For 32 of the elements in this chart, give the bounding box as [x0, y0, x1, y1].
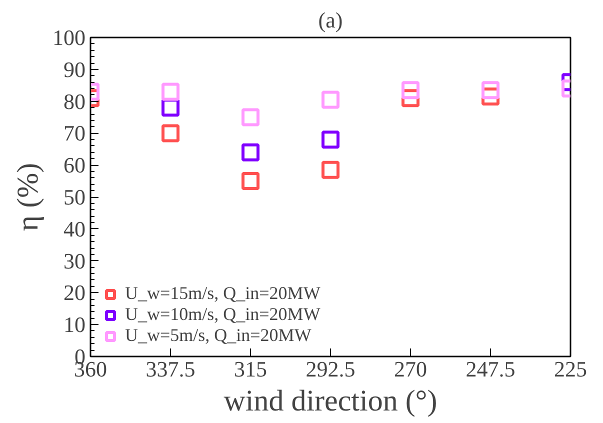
- y-tick-label: 20: [64, 280, 86, 306]
- y-tick-label: 50: [64, 184, 86, 210]
- chart-title: (a): [318, 8, 343, 32]
- y-tick-label: 70: [64, 120, 86, 146]
- point: [162, 124, 180, 142]
- y-tick-label: 30: [64, 248, 86, 274]
- point: [402, 81, 420, 100]
- y-tick-label: 80: [64, 88, 86, 114]
- point: [322, 130, 340, 149]
- y-tick-label: 90: [64, 56, 86, 82]
- y-tick-label: 100: [52, 25, 86, 50]
- x-tick-label: 270: [394, 356, 427, 382]
- x-axis-title: wind direction (°): [224, 384, 438, 418]
- x-tick-label: 292.5: [306, 356, 356, 382]
- x-tick-label: 337.5: [146, 356, 196, 382]
- point: [242, 172, 260, 190]
- x-tick-label: 247.5: [466, 356, 516, 382]
- y-tick-label: 40: [64, 216, 86, 242]
- y-tick-label: 60: [64, 152, 86, 178]
- point: [242, 143, 260, 162]
- x-tick-label: 225: [554, 356, 587, 382]
- x-tick-label: 315: [234, 356, 267, 382]
- point: [322, 90, 340, 109]
- point: [482, 81, 500, 100]
- point: [162, 82, 180, 101]
- legend-label: U_w=10m/s, Q_in=20MW: [125, 304, 320, 325]
- point: [322, 160, 340, 179]
- y-tick-label: 10: [64, 312, 86, 338]
- legend-label: U_w=5m/s, Q_in=20MW: [125, 325, 312, 346]
- y-axis-title: η (%): [12, 162, 44, 232]
- point: [242, 108, 260, 126]
- legend-label: U_w=15m/s, Q_in=20MW: [125, 283, 320, 304]
